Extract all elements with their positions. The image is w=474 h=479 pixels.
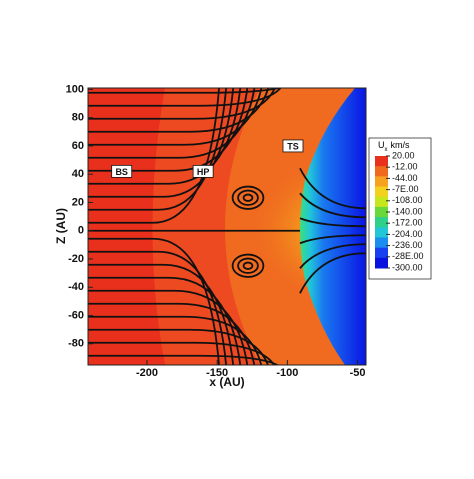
- x-tick-label: -50: [350, 367, 366, 379]
- colorbar-swatch: [375, 247, 388, 259]
- colorbar-label: -204.00: [392, 229, 423, 239]
- colorbar-swatch: [375, 156, 388, 167]
- annotation-box: [111, 164, 133, 178]
- streamline: [88, 315, 262, 365]
- colorbar-swatch: [375, 176, 388, 188]
- colorbar-title: Ux km/s: [378, 140, 410, 152]
- streamline: [88, 88, 283, 94]
- annotation-box: [282, 139, 304, 153]
- colorbar-swatch: [375, 217, 388, 228]
- colorbar-label: -140.00: [392, 206, 423, 216]
- streamline: [88, 88, 242, 185]
- y-axis-label: Z (AU): [54, 208, 68, 244]
- colorbar-label: -172.00: [392, 218, 423, 228]
- streamline: [88, 369, 291, 370]
- y-tick-label: -40: [68, 281, 84, 293]
- colorbar: Ux km/s 20.00 -12.00-44.00-7E.00-108.00-14…: [368, 137, 432, 280]
- vortex: [231, 253, 265, 278]
- streamline: [88, 88, 263, 146]
- y-tick-label: 40: [72, 168, 84, 180]
- colorbar-title-sub: x: [385, 147, 388, 153]
- y-tick-label: 60: [72, 140, 84, 152]
- plot-frame: [87, 87, 367, 366]
- vortex: [237, 189, 259, 206]
- colorbar-swatch: [375, 186, 388, 198]
- colorbar-label: -236.00: [392, 240, 423, 250]
- colorbar-swatch: [375, 196, 388, 208]
- x-tick-label: -150: [206, 367, 228, 379]
- streamline: [88, 354, 280, 365]
- streamline: [88, 88, 270, 133]
- vortex: [231, 185, 265, 210]
- y-tick-label: -20: [68, 253, 84, 265]
- annotation-box: [192, 164, 214, 178]
- colorbar-swatch: [375, 257, 388, 269]
- streamline: [299, 252, 366, 294]
- streamline: [88, 276, 242, 365]
- streamline: [88, 250, 227, 365]
- x-axis-label: x (AU): [209, 375, 244, 389]
- streamline: [88, 88, 282, 107]
- contour-field: [88, 88, 366, 370]
- colorbar-label: -44.00: [392, 173, 418, 183]
- colorbar-swatch: [375, 206, 388, 218]
- colorbar-label: -7E.00: [392, 184, 419, 194]
- y-tick-label: 0: [78, 225, 84, 237]
- solar-wind-region: [300, 88, 366, 365]
- colorbar-label: -12.00: [392, 162, 418, 172]
- colorbar-swatch: [375, 166, 388, 177]
- x-tick-label: -200: [136, 367, 158, 379]
- annotation: HP: [197, 167, 210, 177]
- annotation: BS: [115, 167, 128, 177]
- streamline: [88, 88, 256, 159]
- x-tick-label: -100: [276, 367, 298, 379]
- streamline: [88, 302, 256, 365]
- y-tick-label: -80: [68, 338, 84, 350]
- colorbar-swatch: [375, 237, 388, 249]
- annotation: TS: [287, 141, 299, 151]
- colorbar-title-main: U: [378, 140, 385, 150]
- streamline: [299, 167, 366, 210]
- streamline: [299, 217, 366, 228]
- streamlines: [88, 88, 366, 370]
- y-tick-label: 100: [66, 83, 84, 95]
- colorbar-label: -28E.00: [392, 251, 424, 261]
- colorbar-units: km/s: [391, 140, 410, 150]
- vortex: [242, 261, 254, 270]
- y-tick-label: 80: [72, 112, 84, 124]
- streamline: [299, 192, 366, 219]
- vortex: [242, 193, 254, 202]
- colorbar-label: 20.00: [392, 150, 415, 160]
- y-tick-label: -60: [68, 309, 84, 321]
- streamline: [299, 234, 366, 245]
- streamline: [88, 88, 227, 211]
- colorbar-label: -300.00: [392, 262, 423, 272]
- streamline: [88, 88, 276, 120]
- streamline: [88, 289, 249, 365]
- colorbar-swatch: [375, 227, 388, 238]
- y-tick-label: 20: [72, 196, 84, 208]
- colorbar-label: -108.00: [392, 195, 423, 205]
- streamline: [299, 243, 366, 269]
- vortex: [237, 257, 259, 274]
